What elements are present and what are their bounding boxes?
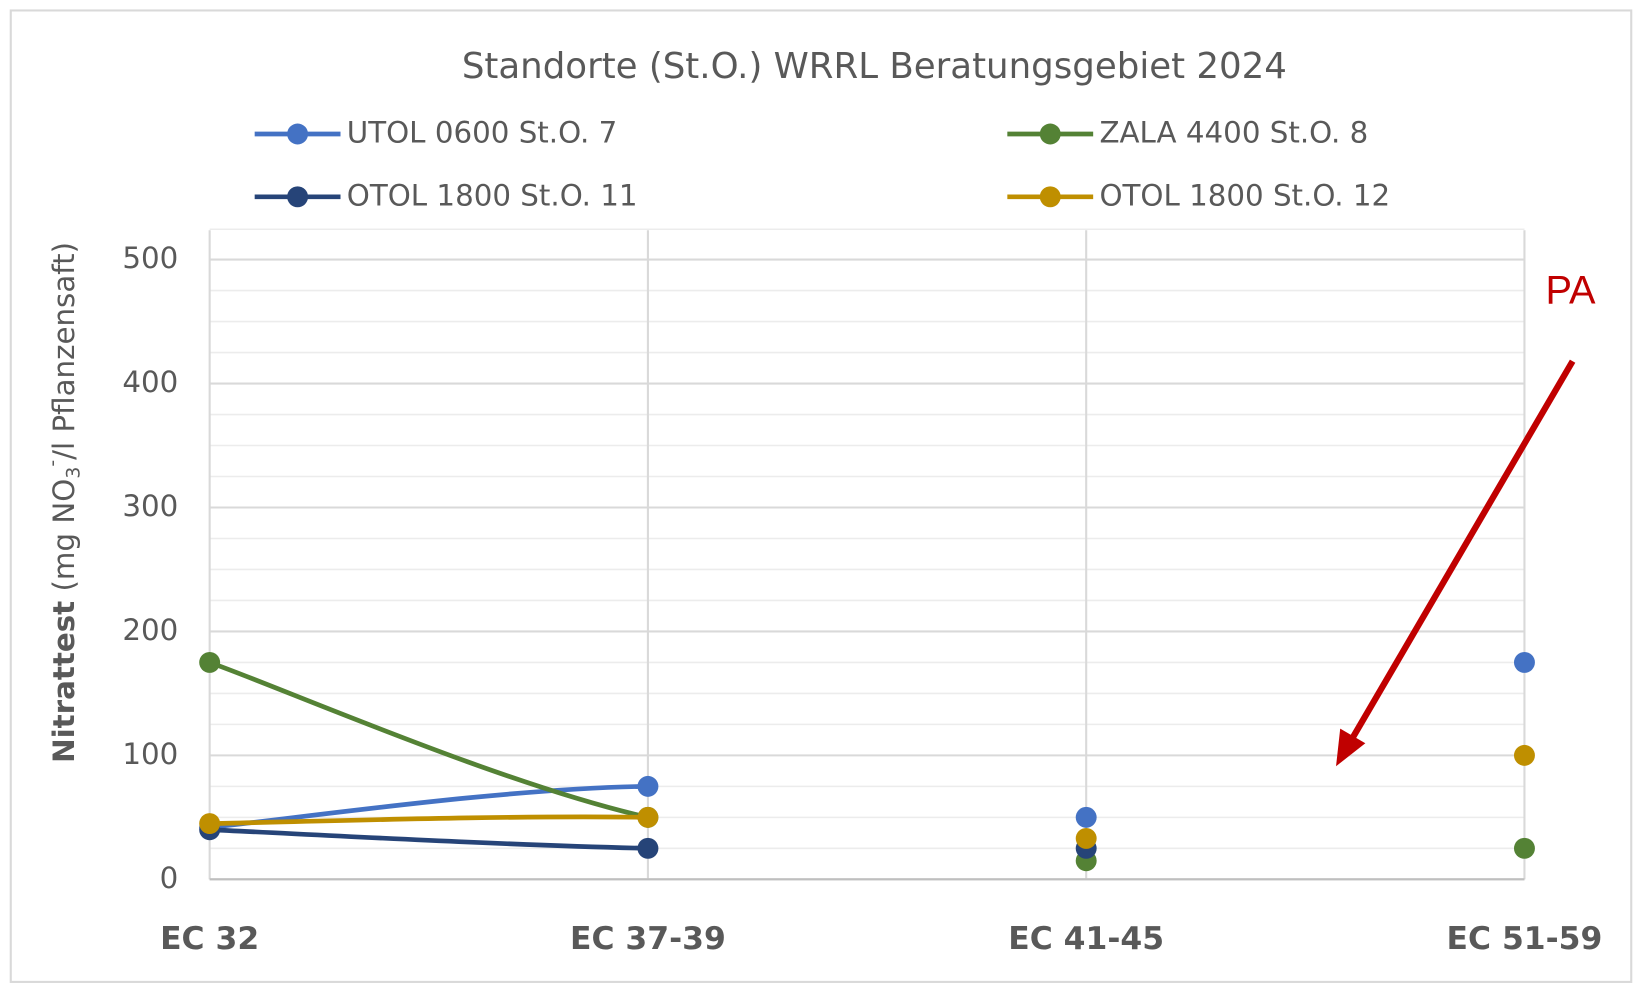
data-point — [637, 806, 659, 828]
annotation-arrowhead — [1336, 728, 1366, 767]
data-point — [1513, 744, 1535, 766]
legend-marker — [287, 186, 309, 208]
legend-label: OTOL 1800 St.O. 11 — [347, 178, 638, 212]
y-tick-label: 400 — [122, 365, 178, 399]
data-point — [1513, 651, 1535, 673]
y-axis-label: Nitrattest (mg NO3-/l Pflanzensaft) — [42, 242, 84, 763]
x-tick-label: EC 32 — [160, 921, 259, 957]
data-point — [199, 813, 221, 835]
y-tick-label: 100 — [122, 737, 178, 771]
y-tick-label: 0 — [160, 861, 179, 895]
y-label-part: - — [42, 460, 63, 467]
y-label-part: 3 — [63, 467, 84, 479]
legend-marker — [1039, 123, 1061, 145]
y-tick-label: 200 — [122, 613, 178, 647]
legend-marker — [1039, 186, 1061, 208]
series-line — [209, 814, 648, 826]
y-label-part: (mg NO — [47, 479, 81, 592]
x-tick-label: EC 51-59 — [1447, 921, 1603, 957]
data-point — [1075, 827, 1097, 849]
legend-label: UTOL 0600 St.O. 7 — [347, 115, 617, 149]
y-label-part: /l Pflanzensaft) — [47, 242, 81, 460]
legend-marker — [287, 123, 309, 145]
legend-label: OTOL 1800 St.O. 12 — [1099, 178, 1390, 212]
data-point — [637, 837, 659, 859]
y-tick-label: 500 — [122, 241, 178, 275]
x-tick-label: EC 37-39 — [570, 921, 726, 957]
data-point — [1075, 806, 1097, 828]
y-tick-label: 300 — [122, 489, 178, 523]
series-line — [209, 827, 648, 851]
chart-title: Standorte (St.O.) WRRL Beratungsgebiet 2… — [462, 46, 1287, 87]
series-line — [208, 660, 649, 820]
legend-label: ZALA 4400 St.O. 8 — [1099, 115, 1368, 149]
data-point — [1513, 837, 1535, 859]
annotation-arrow — [1347, 359, 1576, 743]
data-point — [637, 775, 659, 797]
x-tick-label: EC 41-45 — [1008, 921, 1164, 957]
chart-frame — [9, 9, 1633, 983]
data-point — [199, 651, 221, 673]
annotation-text: PA — [1545, 269, 1596, 313]
y-label-part: Nitrattest — [47, 601, 81, 763]
